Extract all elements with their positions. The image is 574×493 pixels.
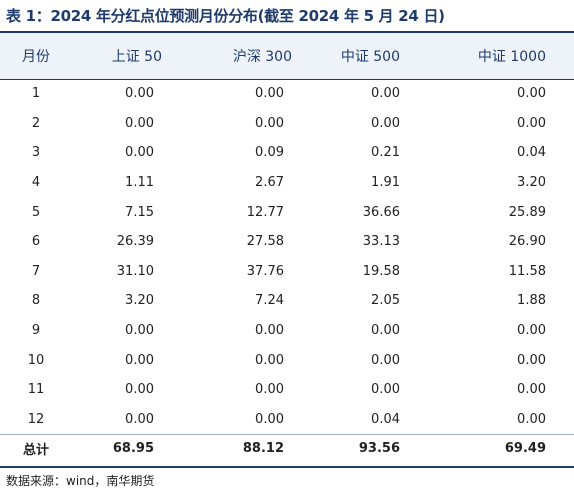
- cell-zz500: 0.00: [371, 352, 400, 368]
- cell-zz500: 0.21: [371, 145, 400, 161]
- table-row: 8 3.20 7.24 2.05 1.88: [0, 286, 574, 316]
- table-row: 6 26.39 27.58 33.13 26.90: [0, 227, 574, 257]
- cell-zz1000: 26.90: [508, 234, 546, 250]
- cell-month: 6: [31, 234, 41, 250]
- table-title: 表 1：2024 年分红点位预测月份分布(截至 2024 年 5 月 24 日): [6, 7, 445, 25]
- cell-sz50: 0.00: [125, 352, 154, 368]
- cell-hs300: 0.00: [255, 115, 284, 131]
- column-header-zz1000: 中证 1000: [477, 49, 546, 65]
- cell-sz50: 7.15: [125, 204, 154, 220]
- cell-sz50: 0.00: [125, 86, 154, 102]
- column-header-sz50: 上证 50: [111, 49, 162, 65]
- table-row: 9 0.00 0.00 0.00 0.00: [0, 316, 574, 346]
- cell-month: 4: [31, 175, 41, 191]
- cell-zz1000: 0.04: [517, 145, 546, 161]
- cell-hs300: 0.00: [255, 352, 284, 368]
- cell-zz500: 2.05: [371, 293, 400, 309]
- cell-sz50: 1.11: [125, 175, 154, 191]
- header-band: [0, 33, 574, 79]
- table-header-row: 月份 上证 50 沪深 300 中证 500 中证 1000: [0, 33, 574, 79]
- cell-sz50: 31.10: [116, 263, 154, 279]
- table-row: 1 0.00 0.00 0.00 0.00: [0, 79, 574, 109]
- cell-zz500: 36.66: [362, 204, 400, 220]
- cell-zz500: 0.00: [371, 323, 400, 339]
- cell-hs300: 27.58: [246, 234, 284, 250]
- bottom-rule: [0, 466, 574, 468]
- column-header-zz500: 中证 500: [340, 49, 400, 65]
- cell-sz50: 0.00: [125, 145, 154, 161]
- cell-zz500: 33.13: [362, 234, 400, 250]
- table-row: 3 0.00 0.09 0.21 0.04: [0, 138, 574, 168]
- cell-zz1000: 3.20: [517, 175, 546, 191]
- cell-month: 10: [27, 352, 45, 368]
- cell-sz50: 0.00: [125, 323, 154, 339]
- cell-zz1000: 0.00: [517, 352, 546, 368]
- cell-hs300: 0.00: [255, 86, 284, 102]
- cell-zz1000: 0.00: [517, 382, 546, 398]
- column-header-hs300: 沪深 300: [232, 49, 292, 65]
- cell-hs300: 37.76: [246, 263, 284, 279]
- cell-sz50: 0.00: [125, 382, 154, 398]
- cell-zz1000: 0.00: [517, 86, 546, 102]
- table-row: 2 0.00 0.00 0.00 0.00: [0, 109, 574, 139]
- cell-month: 9: [31, 323, 41, 339]
- cell-zz1000: 69.49: [422, 434, 574, 463]
- cell-hs300: 7.24: [255, 293, 284, 309]
- cell-month: 11: [27, 382, 45, 398]
- cell-hs300: 0.00: [255, 411, 284, 427]
- cell-zz500: 93.56: [292, 434, 422, 463]
- top-rule: [0, 31, 574, 33]
- table-row: 11 0.00 0.00 0.00 0.00: [0, 375, 574, 405]
- cell-month: 8: [31, 293, 41, 309]
- total-row: 总计 68.95 88.12 93.56 69.49: [0, 434, 574, 463]
- cell-hs300: 0.00: [255, 382, 284, 398]
- cell-zz1000: 0.00: [517, 115, 546, 131]
- table-row: 7 31.10 37.76 19.58 11.58: [0, 257, 574, 287]
- cell-zz500: 0.04: [371, 411, 400, 427]
- cell-sz50: 0.00: [125, 411, 154, 427]
- cell-hs300: 2.67: [255, 175, 284, 191]
- cell-sz50: 0.00: [125, 115, 154, 131]
- header-rule: [0, 79, 574, 80]
- table-row: 5 7.15 12.77 36.66 25.89: [0, 197, 574, 227]
- cell-month: 5: [31, 204, 41, 220]
- cell-month: 2: [31, 115, 41, 131]
- cell-zz500: 0.00: [371, 382, 400, 398]
- cell-zz500: 19.58: [362, 263, 400, 279]
- cell-zz1000: 11.58: [508, 263, 546, 279]
- table-row: 10 0.00 0.00 0.00 0.00: [0, 345, 574, 375]
- cell-zz1000: 0.00: [517, 411, 546, 427]
- cell-zz1000: 0.00: [517, 323, 546, 339]
- cell-zz1000: 1.88: [517, 293, 546, 309]
- cell-hs300: 12.77: [246, 204, 284, 220]
- cell-zz500: 0.00: [371, 115, 400, 131]
- cell-month: 1: [31, 86, 41, 102]
- cell-month: 12: [27, 411, 45, 427]
- cell-zz1000: 25.89: [508, 204, 546, 220]
- cell-sz50: 26.39: [116, 234, 154, 250]
- cell-hs300: 0.00: [255, 323, 284, 339]
- cell-sz50: 3.20: [125, 293, 154, 309]
- table-row: 12 0.00 0.00 0.04 0.00: [0, 405, 574, 435]
- column-header-month: 月份: [22, 49, 50, 65]
- cell-hs300: 0.09: [255, 145, 284, 161]
- cell-month: 7: [31, 263, 41, 279]
- cell-zz500: 1.91: [371, 175, 400, 191]
- cell-month: 3: [31, 145, 41, 161]
- dividend-distribution-table: 月份 上证 50 沪深 300 中证 500 中证 1000 1 0.00 0.00…: [0, 33, 574, 463]
- cell-hs300: 88.12: [162, 434, 292, 463]
- cell-zz500: 0.00: [371, 86, 400, 102]
- cell-sz50: 68.95: [72, 434, 162, 463]
- source-note: 数据来源：wind，南华期货: [6, 474, 155, 488]
- cell-month: 总计: [0, 434, 72, 463]
- table-row: 4 1.11 2.67 1.91 3.20: [0, 168, 574, 198]
